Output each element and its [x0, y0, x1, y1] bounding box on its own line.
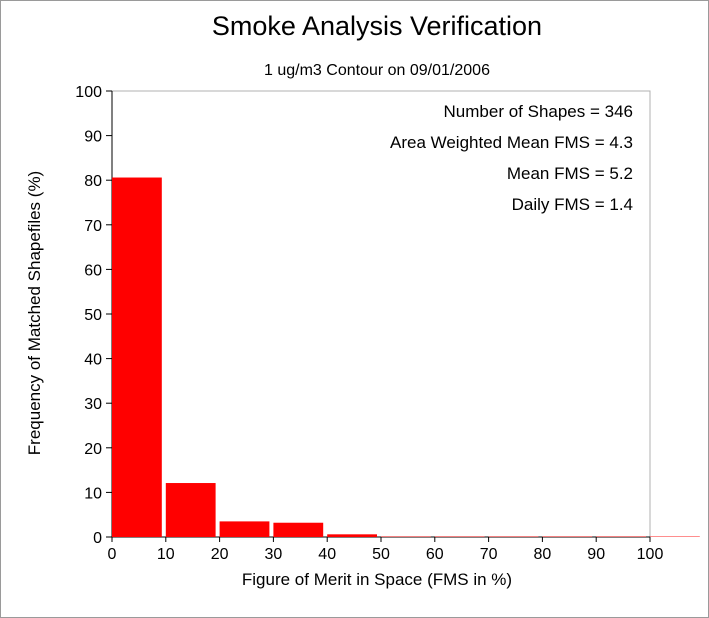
y-tick-label: 90 — [84, 129, 102, 146]
x-tick-label: 70 — [480, 546, 498, 563]
y-axis-ticks: 0 10 20 30 40 50 60 70 80 90 100 — [75, 84, 112, 547]
bar — [165, 483, 216, 537]
bar — [327, 534, 377, 537]
y-tick-label: 0 — [93, 530, 102, 547]
stat-line: Daily FMS = 1.4 — [512, 195, 633, 214]
y-tick-label: 10 — [84, 485, 102, 502]
chart-title: Smoke Analysis Verification — [212, 11, 542, 41]
y-axis-label: Frequency of Matched Shapefiles (%) — [25, 171, 44, 455]
stat-line: Number of Shapes = 346 — [444, 102, 633, 121]
bar — [112, 177, 162, 538]
stats-annotations: Number of Shapes = 346 Area Weighted Mean… — [390, 102, 633, 214]
y-tick-label: 40 — [84, 352, 102, 369]
x-tick-label: 100 — [637, 546, 664, 563]
y-tick-label: 70 — [84, 218, 102, 235]
y-tick-label: 80 — [84, 173, 102, 190]
x-tick-label: 40 — [318, 546, 336, 563]
x-tick-label: 80 — [534, 546, 552, 563]
x-tick-label: 0 — [108, 546, 117, 563]
y-tick-label: 20 — [84, 441, 102, 458]
x-tick-label: 30 — [265, 546, 283, 563]
x-tick-label: 10 — [157, 546, 175, 563]
x-tick-label: 60 — [426, 546, 444, 563]
bar — [273, 522, 324, 537]
x-tick-label: 90 — [587, 546, 605, 563]
stat-line: Area Weighted Mean FMS = 4.3 — [390, 133, 633, 152]
y-tick-label: 100 — [75, 84, 102, 101]
x-tick-label: 50 — [372, 546, 390, 563]
y-tick-label: 60 — [84, 262, 102, 279]
stat-line: Mean FMS = 5.2 — [507, 164, 633, 183]
y-tick-label: 50 — [84, 307, 102, 324]
bars — [112, 177, 700, 538]
bar — [219, 521, 270, 537]
x-axis-label: Figure of Merit in Space (FMS in %) — [242, 570, 512, 589]
y-tick-label: 30 — [84, 396, 102, 413]
x-tick-label: 20 — [211, 546, 229, 563]
chart-subtitle: 1 ug/m3 Contour on 09/01/2006 — [264, 62, 490, 79]
x-axis-ticks: 0 10 20 30 40 50 60 70 80 90 100 — [108, 537, 664, 563]
